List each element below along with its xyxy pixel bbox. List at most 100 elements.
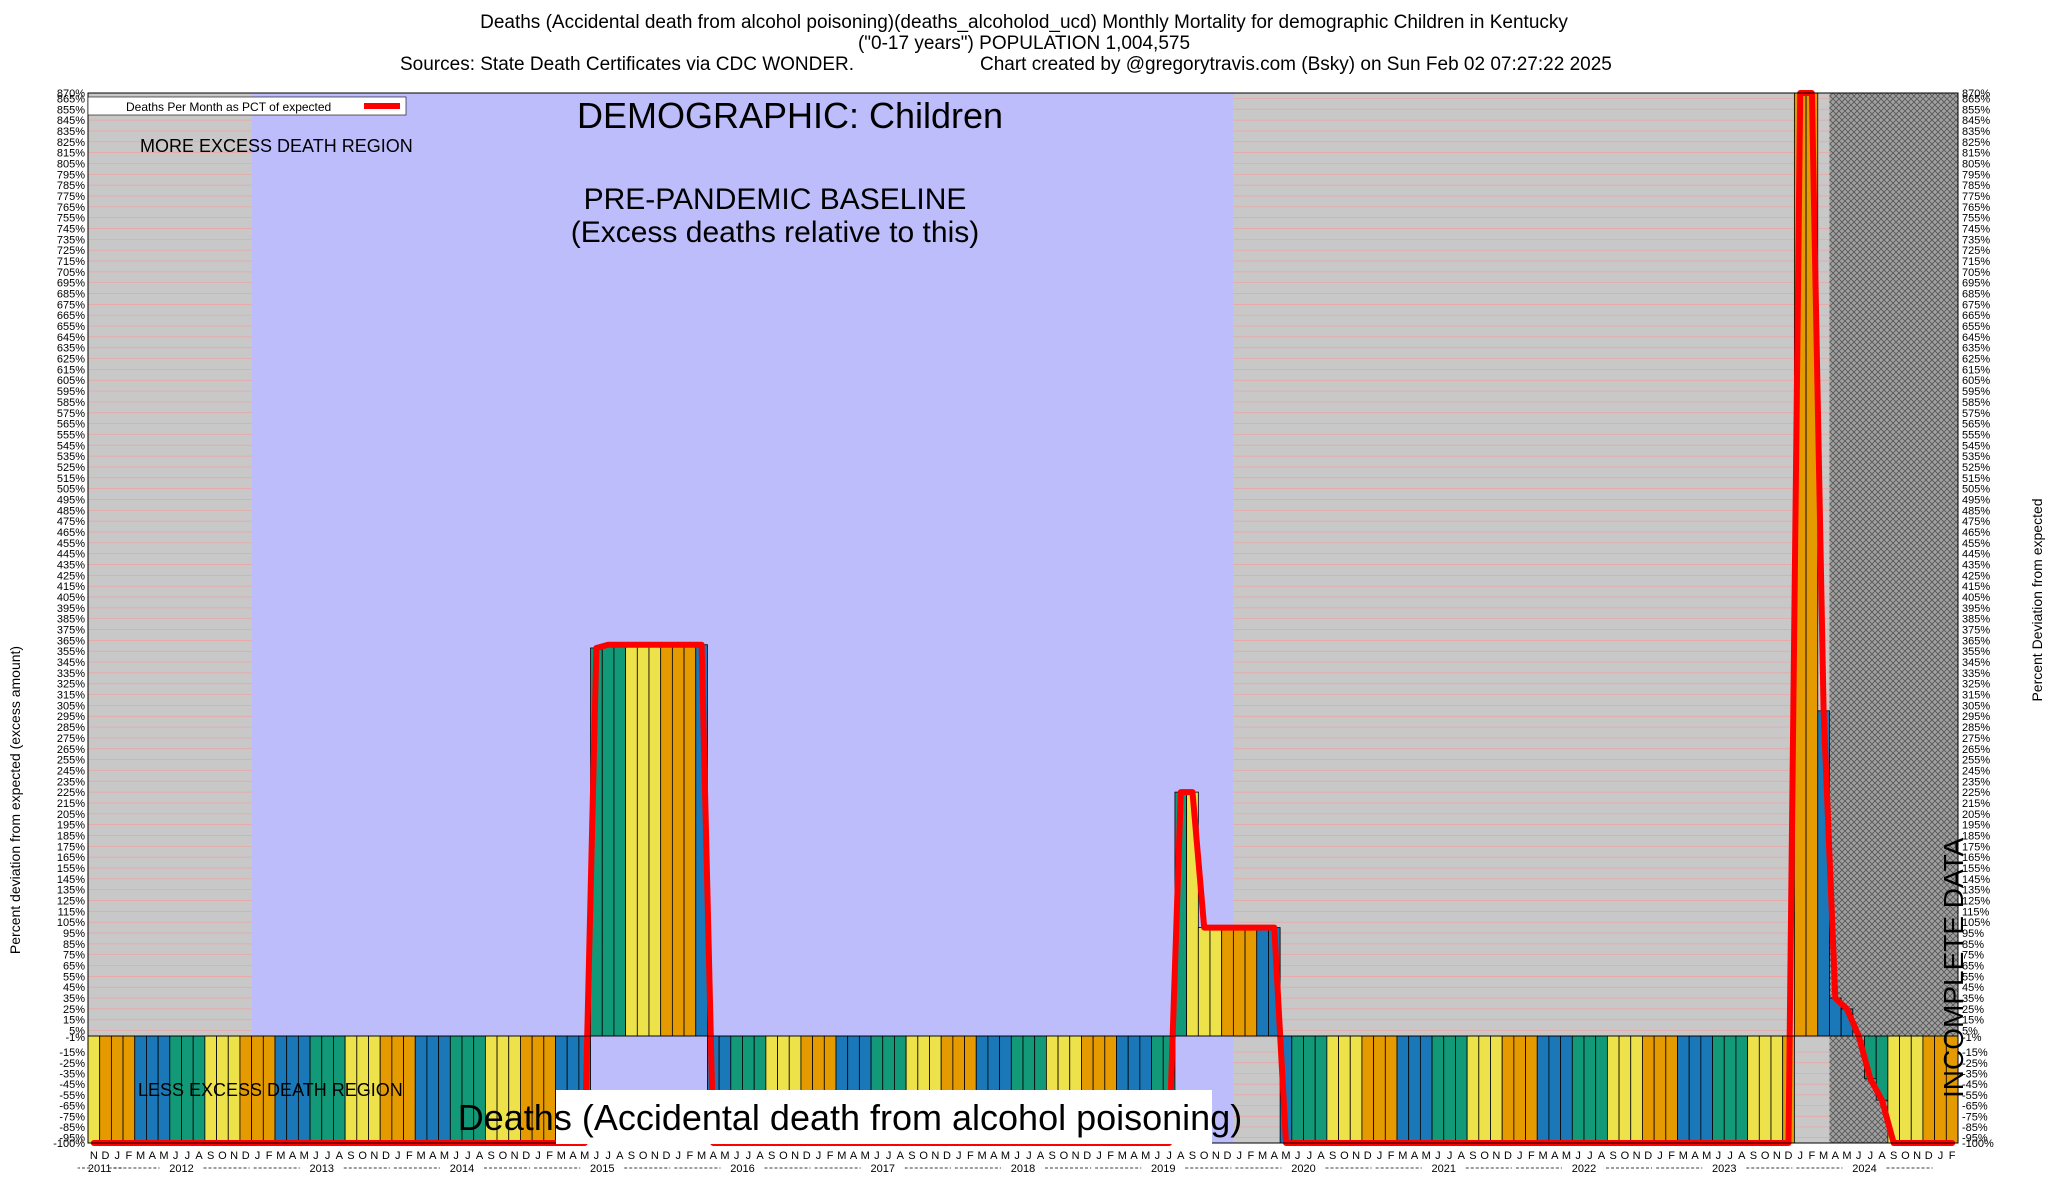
y-tick-left: 675% <box>57 299 85 311</box>
x-tick-month: F <box>1248 1150 1255 1162</box>
bar-month-116 <box>1443 1035 1456 1144</box>
y-tick-right: -75% <box>1962 1111 1988 1123</box>
bar-month-106 <box>1326 1035 1339 1144</box>
y-tick-left: 785% <box>57 180 85 192</box>
y-tick-left: 715% <box>57 256 85 268</box>
x-tick-month: F <box>1668 1150 1675 1162</box>
x-tick-month: J <box>313 1150 319 1162</box>
x-tick-month: A <box>1832 1150 1840 1162</box>
x-tick-month: N <box>511 1150 519 1162</box>
y-tick-right: 435% <box>1962 560 1990 572</box>
bar-month-155 <box>1899 1035 1912 1144</box>
x-tick-month: O <box>1060 1150 1069 1162</box>
y-tick-right: 795% <box>1962 169 1990 181</box>
y-tick-left: 815% <box>57 148 85 160</box>
x-tick-year: 2019 <box>1151 1163 1175 1175</box>
bar-month-139 <box>1712 1035 1725 1144</box>
x-tick-month: A <box>1458 1150 1466 1162</box>
x-tick-month: J <box>1797 1150 1803 1162</box>
bar-month-49 <box>660 644 673 1037</box>
x-tick-month: J <box>535 1150 541 1162</box>
y-tick-right: 105% <box>1962 917 1990 929</box>
y-tick-right: 615% <box>1962 364 1990 376</box>
x-tick-month: J <box>114 1150 120 1162</box>
incomplete-region <box>1829 93 1958 1143</box>
y-tick-left: 845% <box>57 115 85 127</box>
x-tick-year: 2012 <box>169 1163 193 1175</box>
bar-month-111 <box>1384 1035 1398 1144</box>
x-tick-month: D <box>102 1150 110 1162</box>
x-tick-month: D <box>803 1150 811 1162</box>
baseline-region <box>251 93 1234 1143</box>
y-tick-right: 785% <box>1962 180 1990 192</box>
y-tick-right: -15% <box>1962 1047 1988 1059</box>
x-tick-month: J <box>734 1150 740 1162</box>
bar-month-110 <box>1373 1035 1386 1144</box>
y-tick-left: 135% <box>57 885 85 897</box>
x-tick-month: D <box>382 1150 390 1162</box>
bar-month-98 <box>1232 927 1246 1037</box>
y-tick-right: 175% <box>1962 841 1990 853</box>
x-tick-month: A <box>1551 1150 1559 1162</box>
y-tick-left: 695% <box>57 278 85 290</box>
y-tick-left: 775% <box>57 191 85 203</box>
y-tick-right: -85% <box>1962 1122 1988 1134</box>
y-tick-left: 605% <box>57 375 85 387</box>
y-tick-right: -100% <box>1962 1138 1994 1150</box>
y-tick-left: -1% <box>65 1032 85 1044</box>
bar-month-143 <box>1758 1035 1772 1144</box>
x-tick-month: J <box>325 1150 331 1162</box>
x-tick-month: J <box>395 1150 401 1162</box>
bar-month-135 <box>1665 1035 1678 1144</box>
y-tick-right: 365% <box>1962 635 1990 647</box>
y-tick-right: 825% <box>1962 137 1990 149</box>
y-tick-left: 405% <box>57 592 85 604</box>
y-tick-left: 595% <box>57 386 85 398</box>
bottom-label: Deaths (Accidental death from alcohol po… <box>458 1097 1242 1138</box>
x-tick-month: M <box>1001 1150 1010 1162</box>
y-tick-left: 175% <box>57 841 85 853</box>
x-tick-month: J <box>1014 1150 1020 1162</box>
y-tick-left: 765% <box>57 202 85 214</box>
y-tick-right: 485% <box>1962 505 1990 517</box>
bar-month-127 <box>1571 1035 1585 1144</box>
y-tick-right: 755% <box>1962 213 1990 225</box>
x-tick-month: A <box>1598 1150 1606 1162</box>
x-tick-month: J <box>1727 1150 1733 1162</box>
y-tick-right: -65% <box>1962 1101 1988 1113</box>
y-tick-right: 325% <box>1962 679 1990 691</box>
y-tick-left: 115% <box>58 906 86 918</box>
x-tick-month: S <box>1469 1150 1476 1162</box>
x-tick-month: O <box>358 1150 367 1162</box>
gridlines <box>88 92 1830 1144</box>
bar-month-125 <box>1548 1035 1562 1144</box>
y-tick-left: 545% <box>57 440 85 452</box>
x-tick-month: D <box>522 1150 530 1162</box>
y-axis-left-title: Percent deviation from expected (excess … <box>7 646 23 954</box>
y-tick-left: 315% <box>57 690 85 702</box>
bar-month-141 <box>1735 1035 1749 1144</box>
y-tick-left: 535% <box>57 451 85 463</box>
y-tick-right: 425% <box>1962 570 1990 582</box>
x-tick-month: A <box>289 1150 297 1162</box>
y-tick-right: 605% <box>1962 375 1990 387</box>
y-tick-right: 155% <box>1962 863 1990 875</box>
y-tick-right: 695% <box>1962 278 1990 290</box>
y-tick-left: 85% <box>63 939 85 951</box>
y-tick-left: 565% <box>57 419 85 431</box>
x-tick-month: S <box>1329 1150 1336 1162</box>
x-tick-month: N <box>1492 1150 1500 1162</box>
x-tick-month: O <box>779 1150 788 1162</box>
y-tick-right: 655% <box>1962 321 1990 333</box>
bar-month-134 <box>1653 1035 1667 1144</box>
y-tick-right: 870% <box>1962 88 1990 100</box>
x-tick-month: S <box>768 1150 775 1162</box>
x-tick-month: O <box>1621 1150 1630 1162</box>
x-tick-month: S <box>1189 1150 1196 1162</box>
y-tick-left: 495% <box>57 494 85 506</box>
y-tick-left: -15% <box>59 1047 85 1059</box>
x-tick-month: M <box>1702 1150 1711 1162</box>
x-tick-month: J <box>1517 1150 1523 1162</box>
y-tick-right: 675% <box>1962 299 1990 311</box>
bar-month-140 <box>1723 1035 1737 1144</box>
